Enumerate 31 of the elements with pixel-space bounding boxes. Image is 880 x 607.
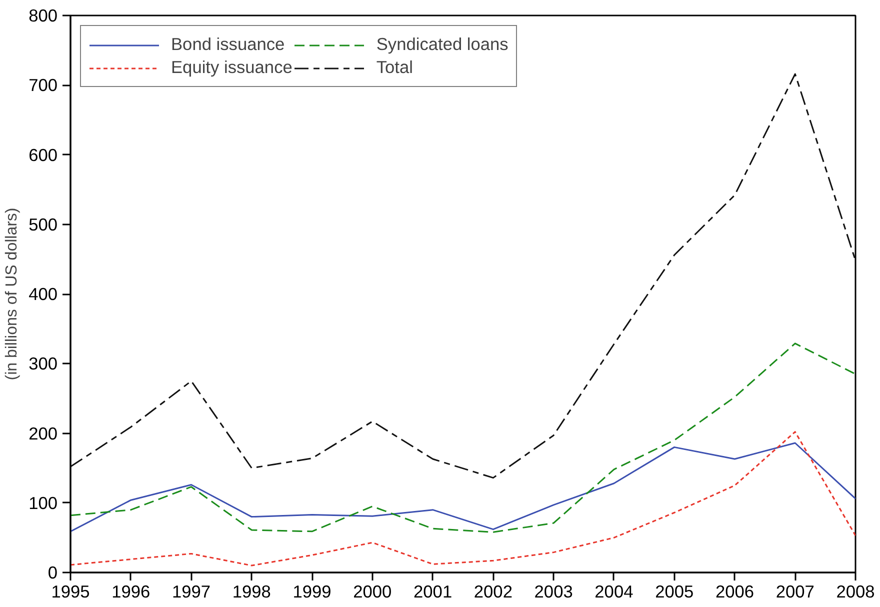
x-tick-label: 1997 (172, 582, 211, 602)
y-tick-label: 0 (48, 562, 58, 582)
y-tick-label: 200 (28, 423, 58, 444)
y-axis-title: (in billions of US dollars) (4, 208, 21, 380)
legend-label: Equity issuance (171, 57, 292, 78)
y-tick-label: 300 (28, 354, 58, 374)
x-tick-label: 1995 (51, 582, 90, 602)
x-tick-label: 2006 (715, 582, 754, 602)
x-tick-label: 2005 (655, 582, 694, 602)
x-tick-label: 1999 (292, 582, 332, 602)
x-tick-label: 2001 (414, 582, 452, 602)
x-tick-label: 2007 (776, 582, 814, 602)
y-tick-label: 400 (28, 284, 58, 304)
x-tick-label: 1998 (232, 582, 271, 602)
legend-label: Bond issuance (171, 34, 285, 55)
y-tick-label: 700 (28, 75, 58, 96)
y-tick-label: 100 (28, 492, 58, 513)
legend-label: Syndicated loans (376, 34, 508, 55)
x-tick-label: 2000 (353, 582, 392, 602)
y-tick-label: 500 (28, 214, 58, 234)
x-tick-label: 1996 (112, 582, 150, 602)
x-tick-label: 2002 (474, 582, 512, 602)
x-tick-label: 2004 (594, 582, 634, 602)
legend-label: Total (376, 57, 413, 78)
line-series (70, 442, 856, 532)
x-tick-label: 2008 (836, 582, 875, 602)
y-tick-label: 800 (28, 6, 58, 26)
line-series (70, 342, 856, 533)
x-tick-label: 2003 (534, 582, 573, 602)
y-tick-label: 600 (28, 144, 58, 165)
line-series (70, 431, 856, 566)
